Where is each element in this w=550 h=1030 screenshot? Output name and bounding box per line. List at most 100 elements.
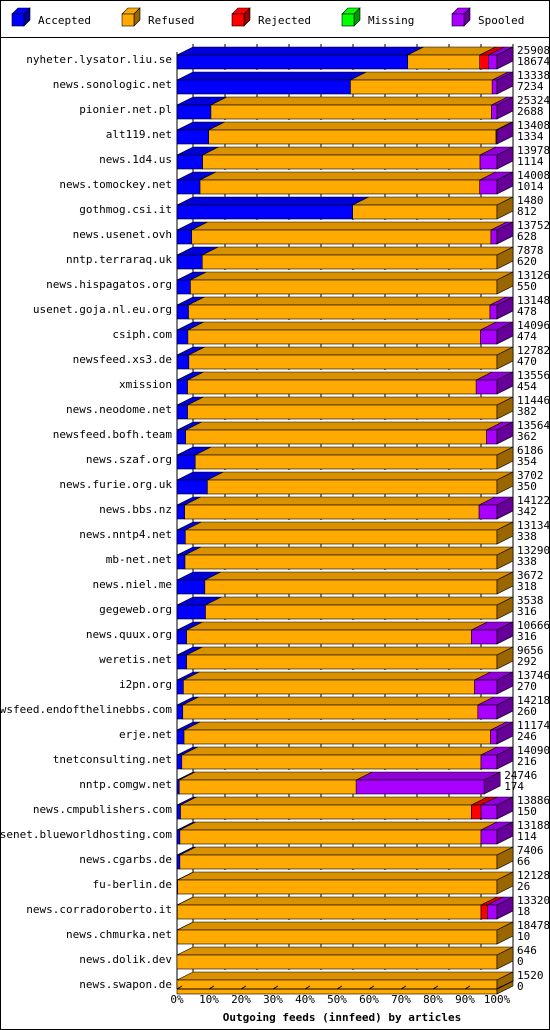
bar-segment — [176, 304, 189, 320]
offered-count: 7406 — [517, 844, 544, 857]
accepted-count: 114 — [517, 830, 537, 843]
bar-segment — [183, 679, 475, 695]
accepted-count: 246 — [517, 730, 537, 743]
offered-count: 14122 — [517, 494, 550, 507]
bar-segment — [176, 54, 409, 70]
bar-top — [179, 771, 373, 781]
row-label: weretis.net — [99, 653, 172, 666]
legend-swatch — [11, 13, 25, 27]
bar-top — [179, 821, 498, 831]
accepted-count: 812 — [517, 205, 537, 218]
legend-label: Missing — [368, 14, 414, 27]
bar-top — [202, 246, 514, 256]
bar-top — [184, 496, 496, 506]
x-tick — [368, 985, 375, 990]
legend-item: Missing — [341, 7, 414, 27]
row-label: xmission — [119, 378, 172, 391]
bar-segment — [475, 379, 498, 395]
offered-count: 25324 — [517, 94, 550, 107]
bar-segment — [187, 379, 477, 395]
offered-count: 13886 — [517, 794, 550, 807]
bar-top — [176, 971, 514, 981]
row-label: news.cmpublishers.com — [33, 803, 172, 816]
bar-top — [205, 596, 514, 606]
offered-count: 6186 — [517, 444, 544, 457]
bar-segment — [187, 329, 481, 345]
row-label: nntp.terraraq.uk — [66, 253, 172, 266]
bar-segment — [176, 704, 184, 720]
offered-count: 13126 — [517, 269, 550, 282]
accepted-count: 0 — [517, 955, 524, 968]
legend-item: Spooled — [451, 7, 524, 27]
bar-segment — [180, 804, 472, 820]
offered-count: 646 — [517, 944, 537, 957]
bar-side — [496, 846, 514, 870]
bar-side — [496, 221, 514, 245]
offered-count: 13746 — [517, 669, 550, 682]
offered-count: 18478 — [517, 919, 550, 932]
bar-segment — [176, 404, 188, 420]
bar-segment — [176, 729, 185, 745]
row-label: fu-berlin.de — [93, 878, 172, 891]
x-tick-label: 70% — [391, 993, 411, 1006]
accepted-count: 318 — [517, 580, 537, 593]
offered-count: 14096 — [517, 319, 550, 332]
bar-side — [496, 671, 514, 695]
bar-segment — [480, 329, 498, 345]
offered-count: 1520 — [517, 969, 544, 982]
x-tick — [176, 985, 183, 990]
bar-segment — [486, 429, 498, 445]
bar-side — [496, 46, 514, 70]
bar-segment — [183, 729, 491, 745]
bar-side — [496, 596, 514, 620]
row-label: usenet.blueworldhosting.com — [0, 828, 172, 841]
offered-count: 13752 — [517, 219, 550, 232]
bar-segment — [176, 179, 201, 195]
row-label: nyheter.lysator.liu.se — [26, 53, 172, 66]
bar-segment — [188, 304, 491, 320]
row-label: news.dolik.dev — [79, 953, 172, 966]
bar-segment — [491, 104, 498, 120]
bar-segment — [176, 379, 188, 395]
bar-segment — [185, 529, 498, 545]
x-tick-label: 90% — [455, 993, 475, 1006]
row-label: newsfeed.bofh.team — [53, 428, 173, 441]
bar-segment — [177, 879, 498, 895]
bar-segment — [176, 779, 180, 795]
legend-label: Spooled — [478, 14, 524, 27]
bar-segment — [176, 354, 190, 370]
accepted-count: 292 — [517, 655, 537, 668]
accepted-count: 26 — [517, 880, 530, 893]
offered-count: 3702 — [517, 469, 544, 482]
row-label: news.swapon.de — [79, 978, 172, 991]
x-tick — [304, 985, 311, 990]
bar-segment — [176, 604, 206, 620]
bar-segment — [179, 829, 482, 845]
bar-segment — [186, 629, 472, 645]
bar-top — [176, 196, 369, 206]
row-label: news.1d4.us — [99, 153, 172, 166]
offered-count: 13556 — [517, 369, 550, 382]
bar-top — [187, 396, 514, 406]
accepted-count: 620 — [517, 255, 537, 268]
accepted-count: 316 — [517, 630, 537, 643]
accepted-count: 18674 — [517, 55, 550, 68]
bar-top — [185, 421, 503, 431]
bar-top — [208, 121, 513, 131]
bar-side — [496, 921, 514, 945]
bar-side — [496, 396, 514, 420]
bar-top — [183, 721, 507, 731]
offered-count: 3672 — [517, 569, 544, 582]
x-tick-label: 100% — [484, 993, 511, 1006]
bar-segment — [176, 429, 186, 445]
